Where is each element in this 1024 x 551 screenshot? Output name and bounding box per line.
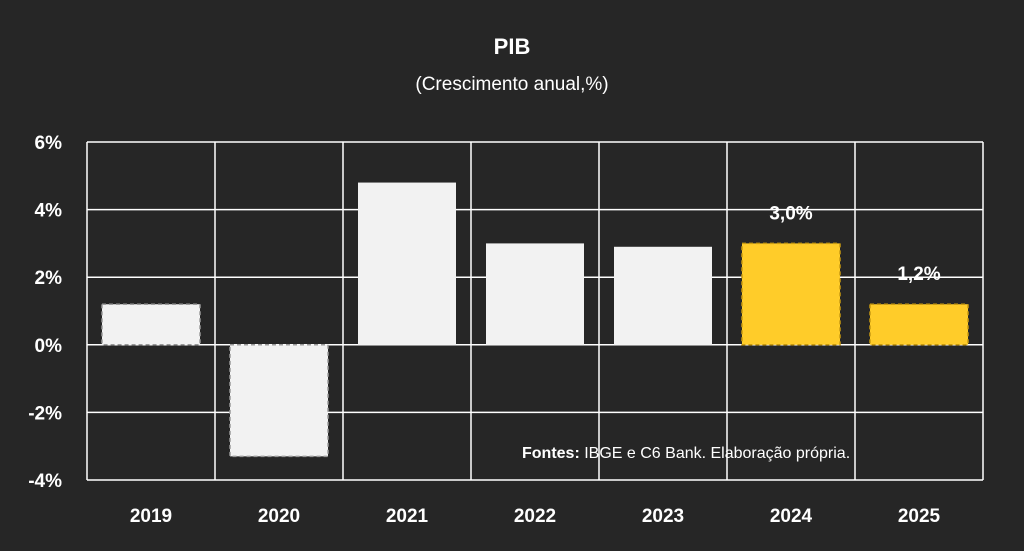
source-text: IBGE e C6 Bank. Elaboração própria. [580, 445, 850, 462]
grid-layer [86, 141, 984, 481]
x-tick-label: 2024 [770, 506, 813, 527]
source-note: Fontes: IBGE e C6 Bank. Elaboração própr… [522, 445, 850, 462]
x-tick-label: 2023 [642, 506, 684, 527]
x-tick-label: 2025 [898, 506, 941, 527]
y-tick-label: 0% [35, 336, 63, 357]
x-tick-label: 2022 [514, 506, 556, 527]
chart-title: PIB [494, 34, 531, 59]
bar-2019 [101, 303, 201, 346]
bar-layer [101, 182, 969, 458]
data-label-2025: 1,2% [897, 264, 940, 285]
bar-2020 [229, 344, 329, 458]
bar-2025 [869, 303, 969, 346]
source-label: Fontes: [522, 445, 580, 462]
label-layer: 3,0% 1,2% [769, 203, 940, 285]
bar-2022 [486, 243, 584, 345]
y-tick-label: 4% [35, 201, 63, 222]
bar-2023 [614, 246, 712, 345]
x-tick-label: 2021 [386, 506, 429, 527]
y-tick-label: 2% [35, 268, 63, 289]
y-tick-label: -4% [28, 471, 62, 492]
y-tick-label: 6% [35, 133, 63, 154]
axis-layer: 6% 4% 2% 0% -2% -4% 2019 2020 2021 2022 2023 2024 20… [28, 133, 940, 527]
y-tick-label: -2% [28, 403, 62, 424]
chart-subtitle: (Crescimento anual,%) [415, 74, 608, 95]
x-tick-label: 2020 [258, 506, 300, 527]
x-tick-label: 2019 [130, 506, 172, 527]
data-label-2024: 3,0% [769, 203, 812, 224]
bar-2024 [741, 242, 841, 346]
bar-2021 [358, 182, 456, 345]
